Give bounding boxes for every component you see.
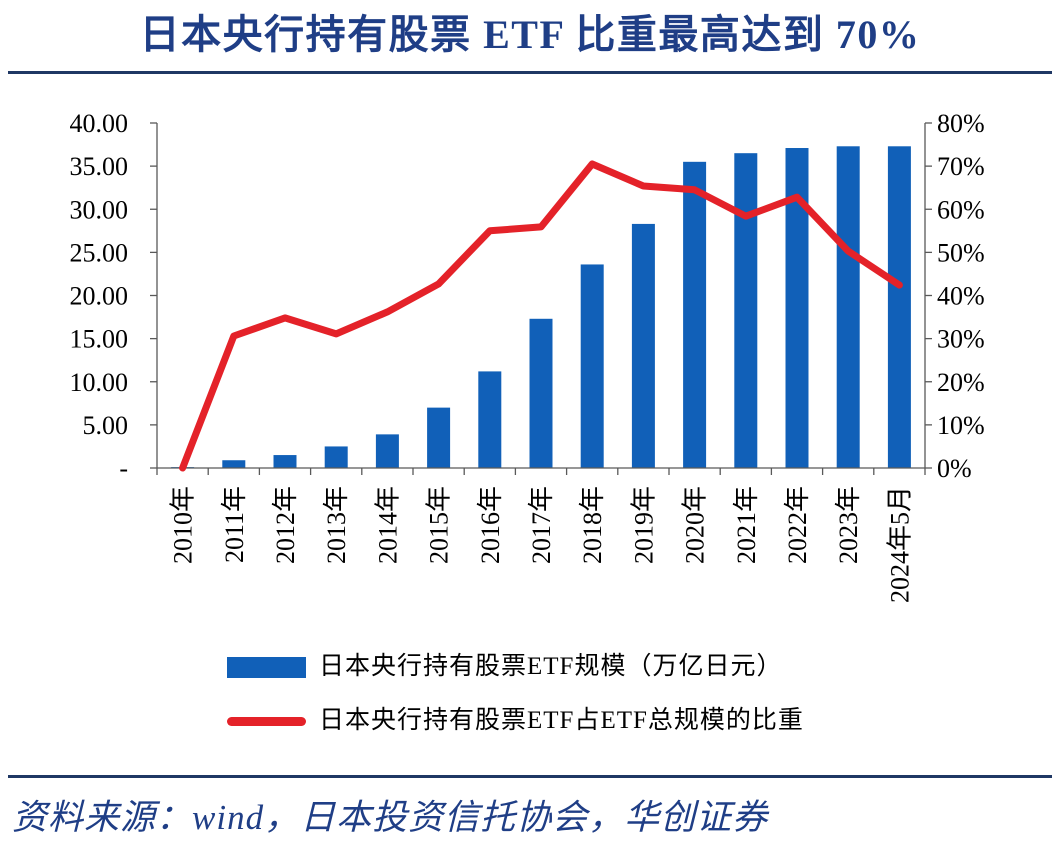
x-tick-label: 2022年 — [783, 486, 812, 564]
y-left-tick-label: 30.00 — [70, 195, 129, 224]
legend-item-etf-scale: 日本央行持有股票ETF规模（万亿日元） — [227, 652, 782, 682]
etf-scale-bar — [427, 407, 451, 468]
etf-scale-bar — [785, 148, 809, 468]
x-tick-label: 2018年 — [578, 486, 607, 564]
x-tick-label: 2014年 — [373, 486, 402, 564]
etf-ratio-point — [896, 282, 903, 289]
y-left-tick-label: - — [119, 454, 128, 483]
y-left-tick-label: 25.00 — [70, 238, 129, 267]
etf-scale-bar — [836, 146, 860, 468]
etf-scale-bar — [631, 223, 655, 468]
source-note: 资料来源：wind，日本投资信托协会，华创证券 — [12, 798, 769, 837]
y-left-tick-label: 20.00 — [70, 282, 129, 311]
x-tick-label: 2011年 — [220, 486, 249, 563]
x-tick-label: 2013年 — [322, 486, 351, 564]
etf-ratio-point — [845, 248, 852, 255]
etf-ratio-point — [179, 465, 186, 471]
legend-swatch-bar — [227, 656, 306, 678]
footer-divider — [8, 775, 1052, 778]
etf-ratio-point — [282, 314, 288, 321]
legend-label-etf-ratio: 日本央行持有股票ETF占ETF总规模的比重 — [319, 707, 804, 734]
y-right-tick-label: 80% — [937, 109, 985, 138]
etf-ratio-point — [589, 160, 596, 167]
etf-scale-bar — [580, 264, 604, 468]
etf-ratio-point — [794, 194, 800, 201]
legend-item-etf-ratio: 日本央行持有股票ETF占ETF总规模的比重 — [227, 706, 804, 736]
etf-ratio-point — [691, 186, 698, 193]
etf-scale-bar — [222, 460, 246, 468]
etf-ratio-point — [640, 182, 647, 189]
x-tick-label: 2017年 — [527, 486, 556, 564]
x-tick-label: 2024年5月 — [885, 486, 914, 603]
y-left-tick-label: 10.00 — [70, 368, 129, 397]
y-right-tick-label: 0% — [937, 454, 972, 483]
x-tick-label: 2016年 — [476, 486, 505, 564]
y-right-tick-label: 50% — [937, 238, 985, 267]
x-tick-label: 2020年 — [681, 486, 710, 564]
chart-plot: - 5.00 10.00 15.00 20.00 25.00 30.00 35.00 40.00… — [70, 109, 985, 603]
etf-scale-bar — [324, 446, 348, 468]
x-tick-label: 2019年 — [629, 486, 658, 564]
etf-ratio-point — [384, 308, 391, 315]
title-divider — [8, 71, 1052, 74]
etf-ratio-point — [435, 280, 442, 287]
etf-ratio-series — [179, 160, 903, 472]
etf-scale-bar — [375, 434, 399, 468]
etf-scale-bar — [273, 455, 297, 468]
x-tick-label: 2023年 — [834, 486, 863, 564]
x-tick-label: 2010年 — [169, 486, 198, 564]
y-right-tick-label: 20% — [937, 368, 985, 397]
y-left-tick-label: 15.00 — [70, 325, 129, 354]
x-tick-label: 2012年 — [271, 486, 300, 564]
y-right-tick-label: 30% — [937, 325, 985, 354]
etf-scale-bar — [734, 153, 758, 468]
etf-ratio-point — [230, 333, 237, 340]
y-right-tick-label: 10% — [937, 411, 985, 440]
etf-ratio-point — [742, 213, 749, 220]
axes: - 5.00 10.00 15.00 20.00 25.00 30.00 35.00 40.00… — [70, 109, 985, 603]
y-right-tick-label: 60% — [937, 195, 985, 224]
etf-scale-bar — [529, 318, 553, 468]
legend-label-etf-scale: 日本央行持有股票ETF规模（万亿日元） — [319, 653, 783, 680]
etf-ratio-point — [486, 227, 493, 234]
x-tick-label: 2021年 — [732, 486, 761, 564]
etf-scale-bar — [683, 161, 707, 468]
y-left-tick-label: 35.00 — [70, 152, 129, 181]
y-left-tick-label: 5.00 — [83, 411, 129, 440]
y-right-tick-label: 40% — [937, 282, 985, 311]
etf-scale-bar — [887, 146, 911, 468]
etf-scale-bars — [171, 146, 911, 468]
legend-swatch-line — [227, 716, 306, 726]
y-left-tick-label: 40.00 — [70, 109, 129, 138]
etf-ratio-point — [538, 223, 544, 230]
etf-scale-bar — [478, 371, 502, 468]
chart-title: 日本央行持有股票 ETF 比重最高达到 70% — [139, 12, 921, 57]
etf-ratio-point — [333, 330, 340, 337]
y-right-tick-label: 70% — [937, 152, 985, 181]
x-tick-label: 2015年 — [425, 486, 454, 564]
